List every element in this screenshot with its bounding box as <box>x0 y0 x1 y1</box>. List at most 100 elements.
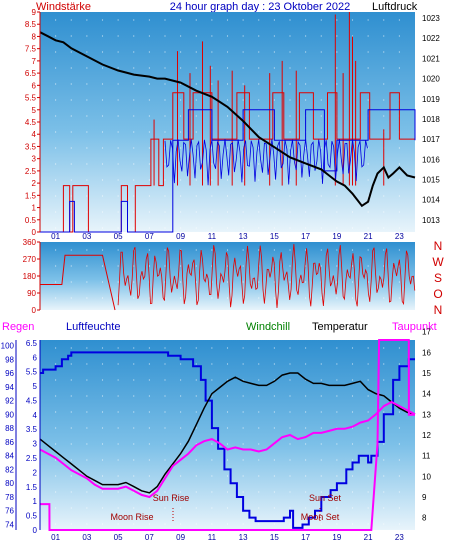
grid-dot <box>117 249 119 251</box>
grid-dot <box>180 523 182 525</box>
grid-dot <box>55 411 57 413</box>
rain-tick-label: 4 <box>33 411 38 420</box>
grid-dot <box>305 443 307 445</box>
grid-dot <box>133 475 135 477</box>
grid-dot <box>351 379 354 381</box>
grid-dot <box>258 411 260 413</box>
humidity-tick-label: 96 <box>5 369 14 378</box>
grid-dot <box>70 411 72 413</box>
pressure-tick-label: 1014 <box>422 196 440 205</box>
grid-dot <box>383 491 385 493</box>
wind-tick-label: 4.5 <box>25 118 37 127</box>
humidity-axis-title: Luftfeuchte <box>66 321 120 333</box>
grid-dot <box>180 195 182 197</box>
grid-dot <box>148 443 150 445</box>
grid-dot <box>273 35 275 37</box>
grid-dot <box>273 67 275 69</box>
grid-dot <box>273 459 275 461</box>
grid-dot <box>367 227 369 229</box>
humidity-tick-label: 78 <box>5 493 14 502</box>
grid-dot <box>70 227 72 229</box>
grid-dot <box>258 395 260 397</box>
grid-dot <box>86 427 88 429</box>
grid-dot <box>117 459 119 461</box>
grid-dot <box>86 35 88 37</box>
grid-dot <box>133 115 135 117</box>
grid-dot <box>336 459 338 461</box>
humidity-line <box>40 351 415 529</box>
compass-n-top: N <box>434 239 443 253</box>
compass-o: O <box>433 287 442 301</box>
grid-dot <box>383 67 385 69</box>
grid-dot <box>86 83 88 85</box>
grid-dot <box>55 227 57 229</box>
grid-dot <box>320 99 322 101</box>
grid-dot <box>398 297 400 299</box>
grid-dot <box>336 395 338 397</box>
grid-dot <box>336 19 338 21</box>
grid-dot <box>164 459 166 461</box>
grid-dot <box>148 179 150 181</box>
grid-dot <box>336 51 338 53</box>
grid-dot <box>305 211 307 213</box>
grid-dot <box>164 347 166 349</box>
grid-dot <box>133 411 135 413</box>
grid-dot <box>133 195 135 197</box>
x-tick-label: 23 <box>395 232 404 241</box>
grid-dot <box>133 35 135 37</box>
grid-dot <box>70 249 72 251</box>
grid-dot <box>383 99 385 101</box>
grid-dot <box>133 281 135 283</box>
grid-dot <box>195 411 197 413</box>
axis-ticks: 00.511.522.533.544.555.566.577.588.59101… <box>1 8 441 542</box>
grid-dot <box>398 195 400 197</box>
rain-tick-label: 4.5 <box>26 396 38 405</box>
grid-dot <box>398 363 400 365</box>
grid-dot <box>383 379 385 381</box>
wind-tick-label: 4 <box>32 130 37 139</box>
grid-dot <box>101 411 104 413</box>
grid-dot <box>226 297 229 299</box>
grid-dot <box>70 179 72 181</box>
grid-dot <box>289 195 291 197</box>
grid-dot <box>336 507 338 509</box>
grid-dot <box>164 379 166 381</box>
grid-dot <box>117 227 119 229</box>
grid-dot <box>320 115 322 117</box>
grid-dot <box>351 475 354 477</box>
grid-dot <box>226 195 229 197</box>
grid-dot <box>70 281 72 283</box>
grid-dot <box>195 227 197 229</box>
x-tick-label-bottom: 09 <box>176 533 185 542</box>
grid-dot <box>398 491 400 493</box>
grid-dot <box>336 227 338 229</box>
grid-dot <box>242 195 244 197</box>
grid-dot <box>55 19 57 21</box>
grid-dot <box>211 35 213 37</box>
grid-dot <box>180 227 182 229</box>
pressure-tick-label: 1019 <box>422 95 440 104</box>
grid-dot <box>242 67 244 69</box>
grid-dot <box>117 411 119 413</box>
x-tick-label: 19 <box>332 232 341 241</box>
grid-dot <box>180 297 182 299</box>
grid-dot <box>117 491 119 493</box>
grid-dot <box>211 83 213 85</box>
pressure-tick-label: 1017 <box>422 135 440 144</box>
grid-dot <box>305 249 307 251</box>
dewpoint-line <box>39 400 416 499</box>
moon-set-label: Moon Set <box>301 512 340 522</box>
grid-dot <box>305 507 307 509</box>
grid-dot <box>258 379 260 381</box>
x-tick-label: 15 <box>270 232 279 241</box>
grid-dot <box>305 427 307 429</box>
grid-dot <box>258 363 260 365</box>
grid-dot <box>258 459 260 461</box>
grid-dot <box>164 131 166 133</box>
grid-dot <box>242 347 244 349</box>
grid-dot <box>320 195 322 197</box>
grid-dot <box>226 211 229 213</box>
grid-dot <box>117 163 119 165</box>
grid-dot <box>383 297 385 299</box>
grid-dot <box>148 51 150 53</box>
